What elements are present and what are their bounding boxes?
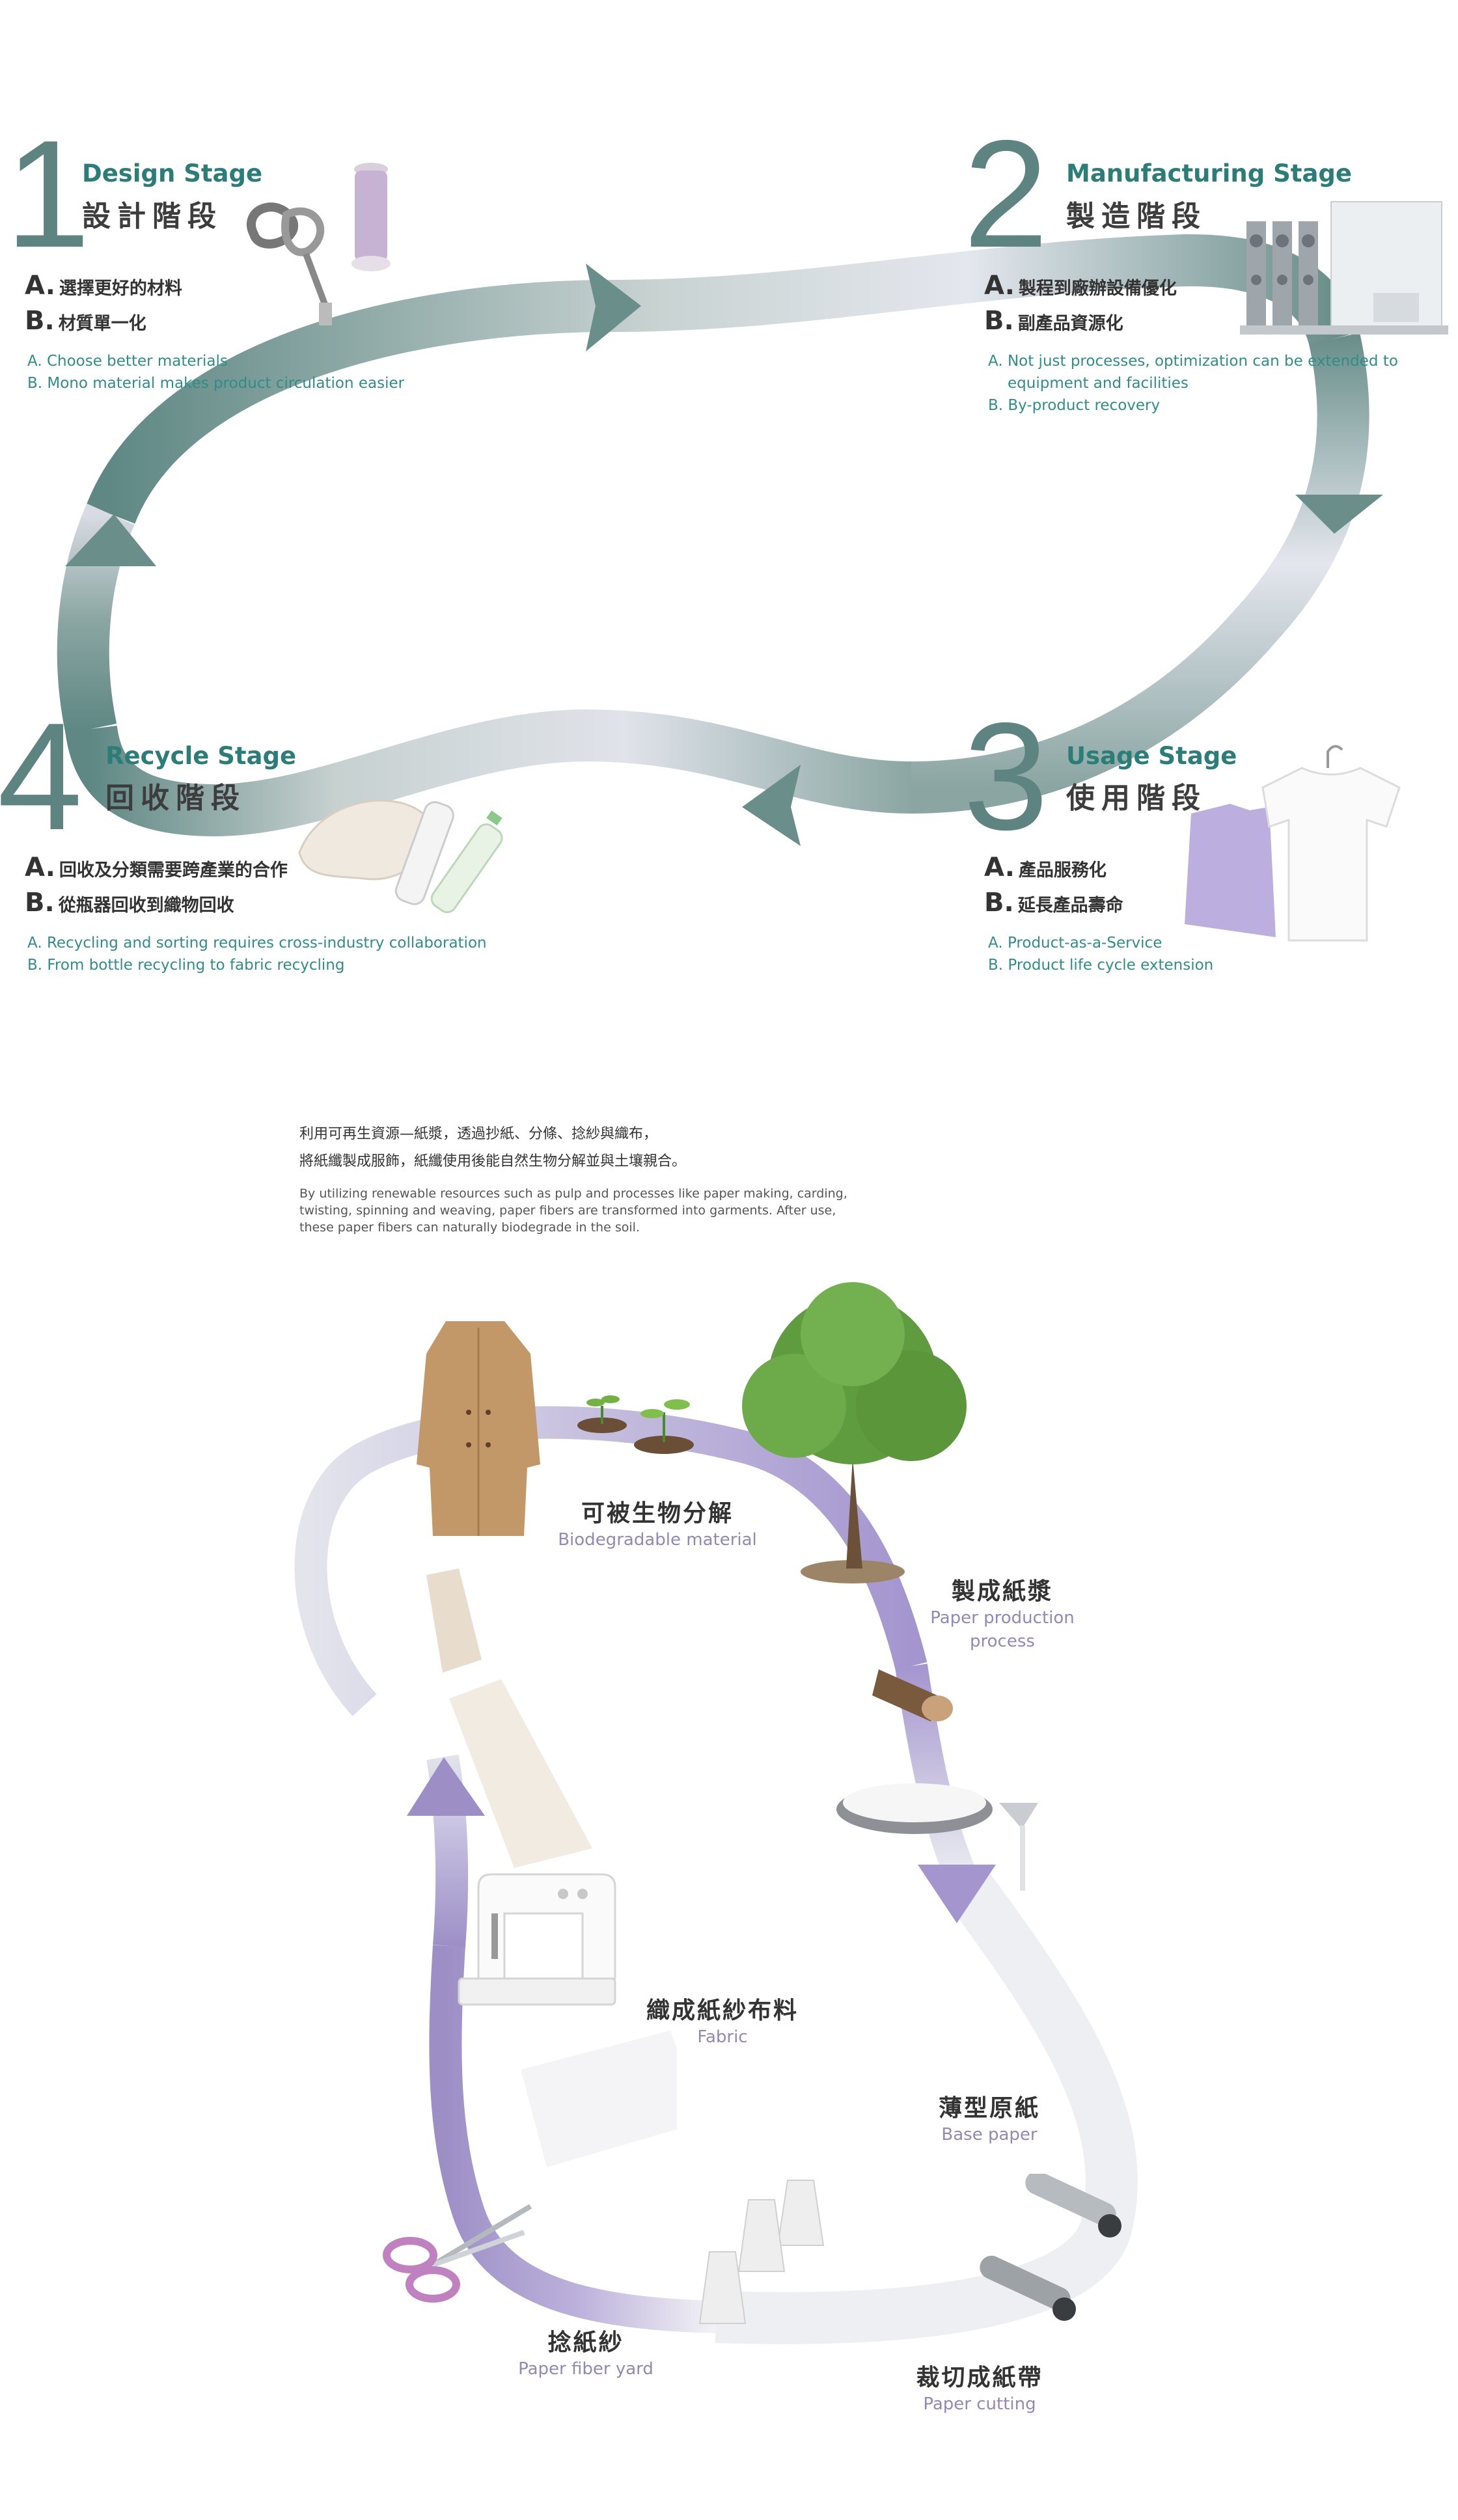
stage-4-point-a-zh: A. 回收及分類需要跨產業的合作 (25, 853, 288, 883)
yarn-cone-icon (698, 2180, 825, 2324)
t-shirt-icon (1185, 745, 1401, 942)
step-base-paper-zh: 薄型原紙 (938, 2095, 1040, 2122)
stage-2-point-b-en: B. By-product recovery (988, 397, 1161, 414)
step-biodegradable-zh: 可被生物分解 (581, 1500, 734, 1527)
step-fabric-zh: 織成紙紗布料 (646, 1997, 799, 2024)
industrial-machine-icon (1240, 201, 1448, 335)
stage-3-number: 3 (963, 691, 1049, 862)
intro-zh-line-1: 利用可再生資源—紙漿，透過抄紙、分條、捻紗與織布， (299, 1126, 658, 1142)
arrow-head-left (742, 765, 801, 846)
stage-1-point-b-zh: B. 材質單一化 (25, 306, 146, 336)
stage-1-point-a-en: A. Choose better materials (27, 353, 228, 370)
stage-1-title-zh: 設計階段 (82, 200, 223, 233)
stage-1-number: 1 (5, 108, 90, 279)
stage-4-title-en: Recycle Stage (105, 742, 297, 770)
coat-and-sprout-icon (417, 1321, 540, 1536)
arrow-band-right (911, 333, 1369, 814)
sewing-machine-icon (458, 1873, 616, 2006)
stage-4-point-b-zh: B. 從瓶器回收到織物回收 (25, 888, 234, 918)
bottles-and-cloth-icon (298, 799, 503, 914)
step-paper-production-zh: 製成紙漿 (951, 1578, 1053, 1605)
scissors-icon (383, 2204, 532, 2303)
stage-3-point-b-en: B. Product life cycle extension (988, 957, 1214, 974)
stage-2-number: 2 (963, 108, 1049, 279)
thread-spool-and-tape-measure-icon (247, 163, 391, 325)
arrow-head-up (65, 514, 156, 566)
stage-2-title-zh: 製造階段 (1066, 200, 1207, 233)
paper-roller-icon (980, 2174, 1121, 2321)
step-paper-fiber-yarn-zh: 捻紙紗 (547, 2329, 624, 2356)
stage-3-point-a-en: A. Product-as-a-Service (988, 935, 1162, 952)
stage-1-title-en: Design Stage (82, 159, 263, 187)
intro-zh-line-2: 將紙纖製成服飾，紙纖使用後能自然生物分解並與土壤親合。 (299, 1153, 687, 1170)
tree-icon (742, 1282, 967, 1583)
pulp-tray-icon (836, 1783, 1038, 1891)
stage-4-title-zh: 回收階段 (105, 782, 246, 815)
stage-2-point-a-zh: A. 製程到廠辦設備優化 (984, 271, 1177, 301)
intro-en-line-3: these paper fibers can naturally biodegr… (299, 1220, 640, 1235)
intro-en-line-1: By utilizing renewable resources such as… (299, 1186, 847, 1201)
stage-2-point-b-zh: B. 副產品資源化 (984, 306, 1123, 336)
step-biodegradable-en: Biodegradable material (558, 1530, 757, 1550)
sprout-icon (577, 1395, 694, 1454)
paper-sheets-icon (426, 1568, 677, 2167)
step-paper-fiber-yarn-en: Paper fiber yard (518, 2359, 653, 2379)
stage-2-point-a-en-cont: equipment and facilities (1008, 375, 1189, 392)
step-base-paper-en: Base paper (941, 2125, 1038, 2144)
stage-2-title-en: Manufacturing Stage (1066, 159, 1353, 187)
arrow-band-top (86, 234, 1360, 525)
stage-4-number: 4 (0, 691, 83, 862)
arrow-head-down (1295, 495, 1383, 534)
step-paper-cutting-zh: 裁切成紙帶 (916, 2364, 1043, 2391)
step-paper-cutting-en: Paper cutting (923, 2394, 1036, 2414)
log-icon (872, 1669, 953, 1721)
stage-1-point-b-en: B. Mono material makes product circulati… (27, 375, 405, 392)
circular-economy-arrow (57, 234, 1383, 846)
stage-3-point-a-zh: A. 產品服務化 (984, 853, 1107, 883)
stage-2-point-a-en: A. Not just processes, optimization can … (988, 353, 1398, 370)
step-fabric-en: Fabric (697, 2027, 748, 2047)
intro-en-line-2: twisting, spinning and weaving, paper fi… (299, 1203, 836, 1218)
stage-4-point-b-en: B. From bottle recycling to fabric recyc… (27, 957, 345, 974)
stage-3-point-b-zh: B. 延長產品壽命 (984, 888, 1123, 918)
step-paper-production-en: Paper production process (930, 1608, 1075, 1651)
stage-3-title-en: Usage Stage (1066, 742, 1237, 770)
stage-1-point-a-zh: A. 選擇更好的材料 (25, 271, 182, 301)
stage-4-point-a-en: A. Recycling and sorting requires cross-… (27, 935, 487, 952)
stage-3-title-zh: 使用階段 (1066, 782, 1207, 815)
arrow-head-right (586, 264, 641, 351)
arrow-band-bottom (65, 709, 912, 837)
